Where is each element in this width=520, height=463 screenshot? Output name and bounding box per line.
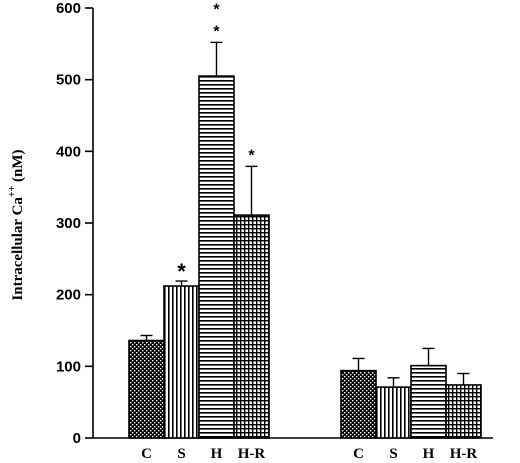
y-tick-label: 300 [56, 215, 81, 232]
y-tick-label: 200 [56, 287, 81, 304]
category-label: C [141, 446, 152, 462]
category-label: H-R [238, 446, 266, 462]
bars: * * * * [128, 1, 482, 439]
y-tick-label: 400 [56, 143, 81, 160]
significance-marker: * [213, 1, 220, 18]
significance-marker: * [213, 23, 220, 40]
bar [340, 369, 377, 439]
significance-marker: * [177, 259, 186, 284]
category-label: H-R [450, 446, 478, 462]
category-label: S [177, 446, 185, 462]
y-tick-label: 100 [56, 358, 81, 375]
bar [445, 384, 482, 439]
bar [233, 214, 270, 439]
bar [128, 339, 165, 439]
category-label: S [389, 446, 397, 462]
bar [198, 75, 235, 439]
category-label: C [353, 446, 364, 462]
y-axis-label: Intracellular Ca++ (nM) [7, 149, 26, 300]
category-labels: C S H H-R C S H H-R [141, 446, 477, 462]
category-label: H [423, 446, 435, 462]
y-tick-label: 500 [56, 72, 81, 89]
category-label: H [211, 446, 223, 462]
bar [163, 285, 200, 439]
y-tick-label: 0 [73, 430, 81, 447]
bar [410, 364, 447, 439]
bar [375, 386, 412, 439]
y-tick-label: 600 [56, 0, 81, 17]
significance-marker: * [248, 147, 255, 164]
